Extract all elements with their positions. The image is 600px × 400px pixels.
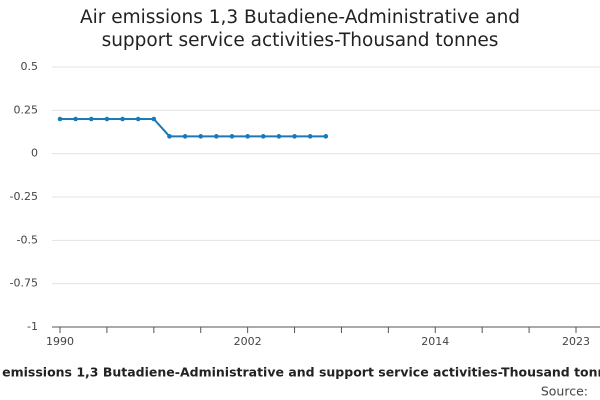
y-tick-label: 0	[31, 147, 38, 160]
y-tick-label: -0.25	[10, 190, 38, 203]
point	[214, 134, 219, 139]
x-tick-label: 2023	[562, 335, 590, 348]
x-tick-label: 2002	[234, 335, 262, 348]
y-tick-label: 0.5	[21, 60, 39, 73]
point	[260, 134, 266, 139]
x-tick-label: 1990	[46, 335, 74, 348]
line	[60, 118, 326, 138]
x-axis-title: Air emissions 1,3 Butadiene-Administrati…	[0, 365, 600, 380]
y-tick-label: 0.25	[14, 103, 39, 116]
point	[323, 134, 329, 139]
point	[151, 116, 157, 122]
x-tick-label: 2014	[421, 335, 449, 348]
point	[229, 134, 235, 139]
point	[104, 116, 110, 122]
point	[198, 134, 204, 139]
point	[73, 116, 78, 122]
point	[307, 134, 313, 139]
point	[88, 116, 94, 122]
chart-title: Air emissions 1,3 Butadiene-Administrati…	[79, 7, 521, 51]
point	[135, 116, 141, 122]
y-tick-label: -0.75	[10, 277, 38, 290]
source: Source:	[541, 384, 588, 399]
point	[57, 116, 63, 122]
point	[276, 134, 282, 139]
point	[120, 116, 125, 122]
point	[167, 134, 172, 139]
y-tick-label: -0.5	[17, 233, 38, 246]
point	[292, 134, 297, 139]
point	[182, 134, 188, 139]
y-tick-label: -1	[27, 320, 38, 333]
point	[245, 134, 250, 139]
